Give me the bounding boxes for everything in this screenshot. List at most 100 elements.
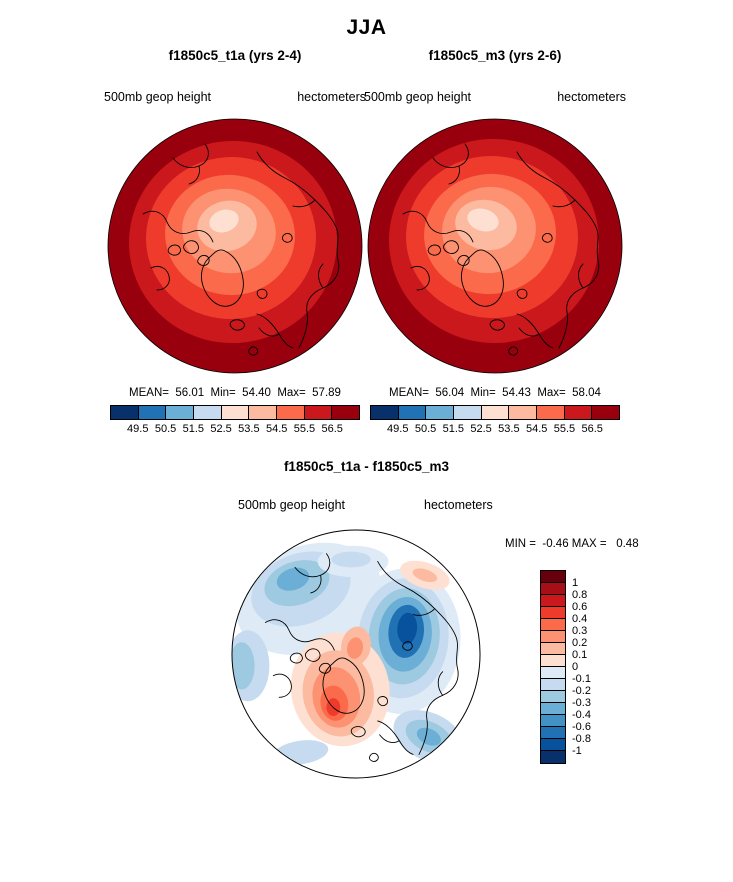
panel-title-t1a: f1850c5_t1a (yrs 2-4): [168, 48, 302, 63]
colorbar-cell: [509, 406, 538, 419]
field-label: 500mb geop height: [104, 90, 212, 104]
colorbar-tick-label: 50.5: [414, 423, 437, 435]
diff-colorbar-label: 0.1: [572, 649, 588, 661]
diff-colorbar-label: -0.3: [572, 697, 591, 709]
colorbar-tick-label: 53.5: [238, 423, 260, 435]
colorbar-cell: [564, 406, 593, 419]
colorbar-tick-label: 53.5: [498, 423, 520, 435]
panel-labels-t1a: 500mb geop height hectometers: [100, 90, 370, 105]
contour-band: [467, 208, 499, 232]
diff-colorbar-label: -0.6: [572, 721, 591, 733]
diff-colorbar-cell: [541, 679, 565, 691]
map-outline: [231, 529, 481, 779]
diff-colorbar-label: 0.4: [572, 613, 588, 625]
colorbar-tick-label: 56.5: [581, 423, 603, 435]
colorbar-tick-label: 51.5: [442, 423, 465, 435]
diff-contour-neg: [331, 551, 371, 568]
colorbar-cell: [454, 406, 482, 419]
diff-colorbar-cell: [541, 619, 565, 631]
panel-m3: f1850c5_m3 (yrs 2-6) 500mb geop height h…: [360, 48, 630, 436]
diff-contour-pos: [347, 637, 363, 659]
diff-colorbar-label: -0.2: [572, 685, 591, 697]
diff-colorbar-cell: [541, 727, 565, 739]
colorbar-tick-label: 54.5: [265, 423, 288, 435]
season-title: JJA: [346, 16, 387, 39]
diff-colorbar-cell: [541, 703, 565, 715]
diff-contour-neg: [416, 727, 441, 746]
colorbar-cell: [304, 406, 333, 419]
diff-colorbar-label: 0.2: [572, 637, 588, 649]
colorbar-cell: [481, 406, 510, 419]
diff-colorbar-cell: [541, 595, 565, 607]
colorbar-cell: [138, 406, 167, 419]
polar-map-m3: [367, 118, 623, 374]
diff-colorbar-cell: [541, 715, 565, 727]
diff-colorbar-label: -0.1: [572, 673, 591, 685]
colorbar-cell: [426, 406, 455, 419]
diff-contour-pos: [412, 568, 438, 583]
colorbar-diff: 1 0.8 0.6 0.4 0.3 0.2 0.1 0 -0.1 -0.2 -0…: [540, 570, 620, 764]
colorbar-t1a: 49.5 50.5 51.5 52.5 53.5 54.5 55.5 56.5: [110, 405, 360, 436]
diff-contour-neg: [231, 642, 255, 690]
diff-colorbar-cell: [541, 667, 565, 679]
colorbar-tick-label: 54.5: [525, 423, 548, 435]
diff-colorbar-cell: [541, 691, 565, 703]
colorbar-tick-label: 49.5: [387, 423, 409, 435]
diff-colorbar-cell: [541, 643, 565, 655]
map-outline: [107, 118, 363, 374]
diff-colorbar-cell: [541, 739, 565, 751]
diff-colorbar-label: 0: [572, 661, 579, 673]
diff-colorbar-label: -1: [572, 745, 582, 757]
colorbar-tick-label: 56.5: [321, 423, 343, 435]
diff-colorbar-cell: [541, 571, 565, 583]
colorbar-cell: [249, 406, 278, 419]
polar-map-t1a: [107, 118, 363, 374]
colorbar-m3: 49.5 50.5 51.5 52.5 53.5 54.5 55.5 56.5: [370, 405, 620, 436]
colorbar-tick-label: 51.5: [182, 423, 205, 435]
map-outline: [367, 118, 623, 374]
colorbar-cell: [277, 406, 305, 419]
panel-t1a: f1850c5_t1a (yrs 2-4) 500mb geop height …: [100, 48, 370, 436]
diff-units-label: hectometers: [424, 498, 493, 512]
units-label: hectometers: [557, 90, 626, 104]
diff-colorbar-cell: [541, 607, 565, 619]
diff-colorbar-label: -0.8: [572, 733, 591, 745]
diff-colorbar-cell: [541, 751, 565, 763]
colorbar-cell: [537, 406, 565, 419]
colorbar-cell: [166, 406, 195, 419]
stats-line-m3: MEAN= 56.04 Min= 54.43 Max= 58.04: [389, 387, 601, 399]
colorbar-cell: [194, 406, 222, 419]
colorbar-cell: [332, 406, 360, 419]
field-label: 500mb geop height: [364, 90, 472, 104]
diff-colorbar-label: -0.4: [572, 709, 591, 721]
diff-colorbar-cell: [541, 655, 565, 667]
colorbar-tick-label: 55.5: [293, 423, 316, 435]
diff-colorbar-label: 0.6: [572, 601, 588, 613]
diff-colorbar-cell: [541, 583, 565, 595]
panel-title-m3: f1850c5_m3 (yrs 2-6): [428, 48, 562, 63]
colorbar-cell: [111, 406, 139, 419]
colorbar-cell: [221, 406, 250, 419]
colorbar-tick-label: 50.5: [154, 423, 177, 435]
colorbar-cell: [398, 406, 427, 419]
panel-labels-m3: 500mb geop height hectometers: [360, 90, 630, 105]
contour-band: [209, 209, 239, 233]
diff-colorbar-label: 0.8: [572, 589, 588, 601]
diff-colorbar-cell: [541, 631, 565, 643]
diff-contour-neg: [397, 612, 418, 645]
colorbar-cell: [371, 406, 399, 419]
colorbar-cell: [592, 406, 620, 419]
units-label: hectometers: [297, 90, 366, 104]
polar-map-diff: [231, 529, 481, 779]
colorbar-tick-label: 55.5: [553, 423, 576, 435]
colorbar-tick-label: 52.5: [210, 423, 232, 435]
diff-colorbar-label: 0.3: [572, 625, 588, 637]
diff-colorbar-label: 1: [572, 577, 579, 589]
colorbar-tick-label: 49.5: [127, 423, 149, 435]
colorbar-tick-label: 52.5: [470, 423, 492, 435]
diff-field-label: 500mb geop height: [238, 498, 346, 512]
diff-minmax-line: MIN = -0.46 MAX = 0.48: [505, 538, 639, 550]
stats-line-t1a: MEAN= 56.01 Min= 54.40 Max= 57.89: [129, 387, 341, 399]
diff-title: f1850c5_t1a - f1850c5_m3: [283, 459, 450, 474]
